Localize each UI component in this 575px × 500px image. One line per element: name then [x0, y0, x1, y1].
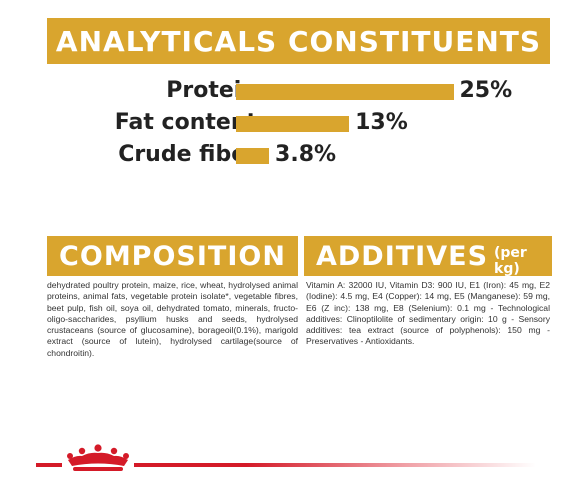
footer-fade-line — [246, 463, 536, 467]
composition-text: dehydrated poultry protein, maize, rice,… — [47, 280, 298, 358]
bar-fat — [236, 116, 350, 132]
row-value: 3.8% — [275, 142, 337, 167]
analytics-title: ANALYTICALS CONSTITUENTS — [47, 18, 550, 64]
additives-title-text: ADDITIVES — [316, 240, 489, 272]
crown-icon — [62, 444, 134, 474]
additives-title-suffix: (per kg) — [494, 245, 527, 277]
row-label: Crude fiber — [118, 142, 257, 167]
additives-title: ADDITIVES (per kg) — [304, 236, 552, 277]
bar-protein — [236, 84, 454, 100]
composition-title: COMPOSITION — [47, 236, 298, 276]
analytics-row-fiber: Crude fiber 3.8% — [47, 140, 547, 170]
row-value: 13% — [355, 110, 408, 135]
additives-text: Vitamin A: 32000 IU, Vitamin D3: 900 IU,… — [306, 280, 550, 347]
row-label: Fat content — [114, 110, 257, 135]
bar-fiber — [236, 148, 270, 164]
footer-red-line — [36, 463, 246, 467]
analytics-row-fat: Fat content 13% — [47, 108, 547, 138]
row-value: 25% — [459, 78, 513, 103]
analytics-row-protein: Protein 25% — [47, 76, 547, 106]
